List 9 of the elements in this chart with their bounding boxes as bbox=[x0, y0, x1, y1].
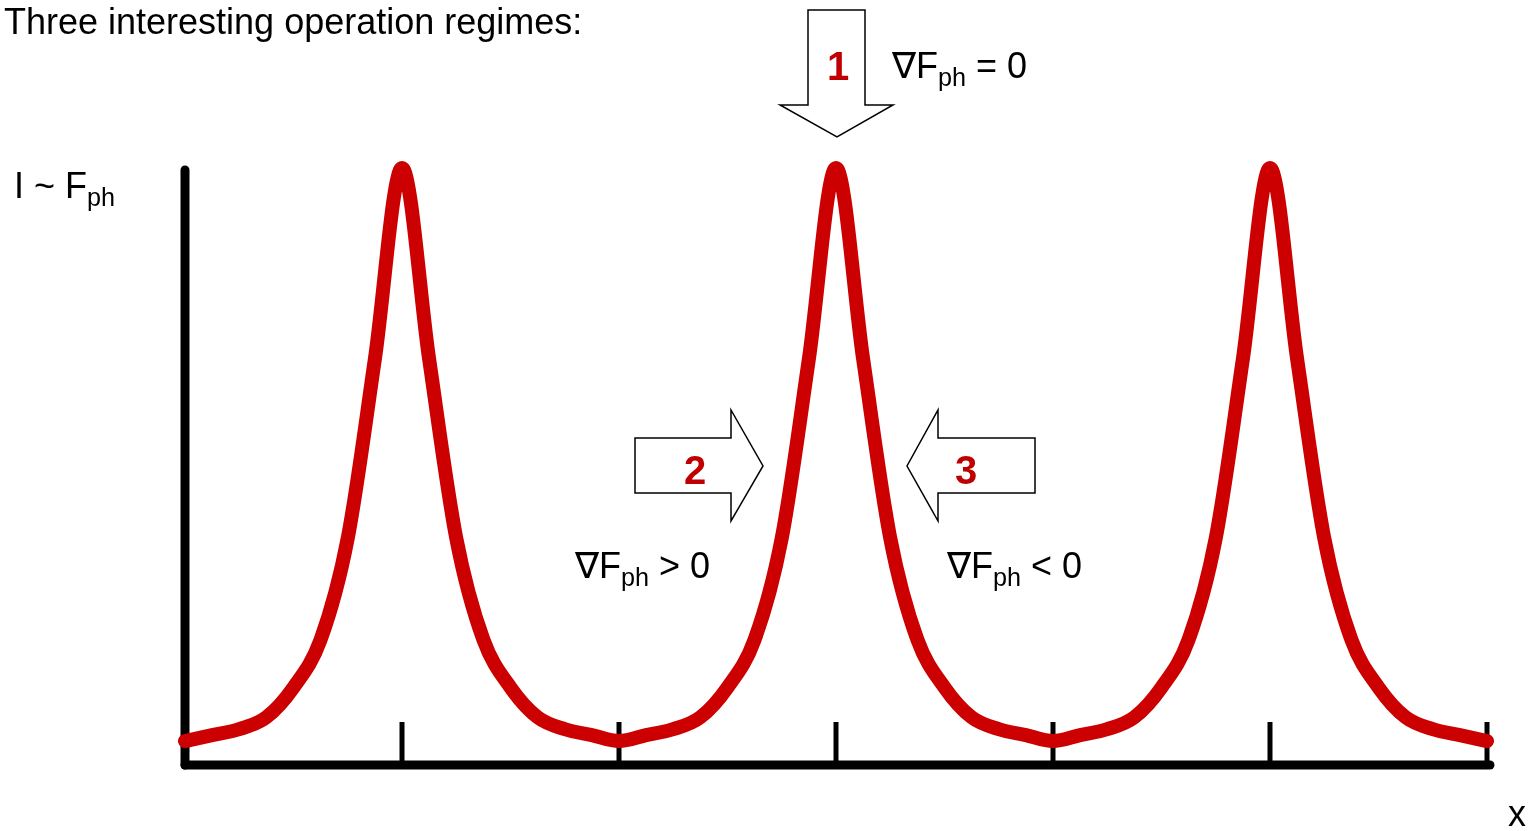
annotation: ∇F$_{ph}$ > 0 bbox=[574, 545, 711, 591]
y-axis-title: I ~ F$_{ph}$ bbox=[14, 165, 116, 211]
x-axis-title: x bbox=[1508, 793, 1526, 831]
annotation: ∇F$_{ph}$ < 0 bbox=[946, 545, 1083, 591]
annotation: 2 bbox=[683, 448, 707, 492]
chart-title: Three interesting operation regimes: bbox=[4, 1, 583, 42]
text: ∇F$_{ph}$ = 0 bbox=[891, 45, 1028, 91]
annotation: 3 bbox=[954, 448, 978, 492]
text: 1 bbox=[826, 44, 850, 88]
